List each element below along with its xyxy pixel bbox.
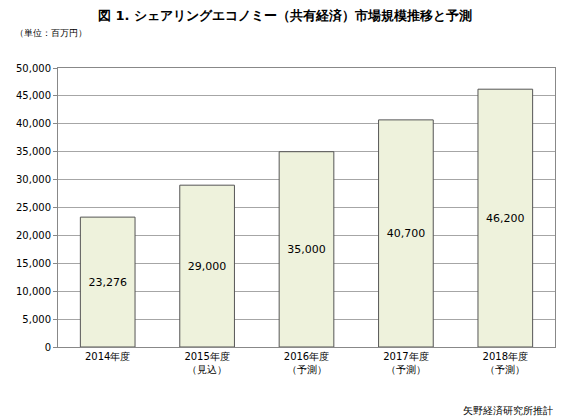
svg-text:2015年度（見込）: 2015年度（見込）	[184, 351, 229, 375]
svg-text:40,700: 40,700	[387, 227, 426, 240]
svg-text:25,000: 25,000	[16, 202, 51, 213]
svg-text:2016年度（予測）: 2016年度（予測）	[284, 351, 329, 375]
svg-text:15,000: 15,000	[16, 258, 51, 269]
svg-text:35,000: 35,000	[16, 146, 51, 157]
svg-text:2014年度: 2014年度	[85, 351, 130, 362]
svg-text:矢野経済研究所推計: 矢野経済研究所推計	[463, 405, 553, 416]
svg-text:10,000: 10,000	[16, 286, 51, 297]
svg-text:図 1. シェアリングエコノミー（共有経済）市場規模推移と予: 図 1. シェアリングエコノミー（共有経済）市場規模推移と予測	[98, 8, 472, 23]
svg-text:5,000: 5,000	[22, 314, 51, 325]
svg-text:（単位：百万円）: （単位：百万円）	[15, 28, 87, 38]
svg-text:40,000: 40,000	[16, 118, 51, 129]
svg-text:2017年度（予測）: 2017年度（予測）	[383, 351, 428, 375]
svg-text:50,000: 50,000	[16, 63, 51, 74]
svg-text:30,000: 30,000	[16, 174, 51, 185]
svg-text:29,000: 29,000	[188, 260, 227, 273]
svg-text:45,000: 45,000	[16, 90, 51, 101]
svg-text:35,000: 35,000	[287, 243, 326, 256]
svg-text:20,000: 20,000	[16, 230, 51, 241]
svg-text:2018年度（予測）: 2018年度（予測）	[483, 351, 528, 375]
svg-text:23,276: 23,276	[88, 276, 127, 289]
svg-text:46,200: 46,200	[486, 212, 525, 225]
svg-text:0: 0	[45, 342, 51, 353]
